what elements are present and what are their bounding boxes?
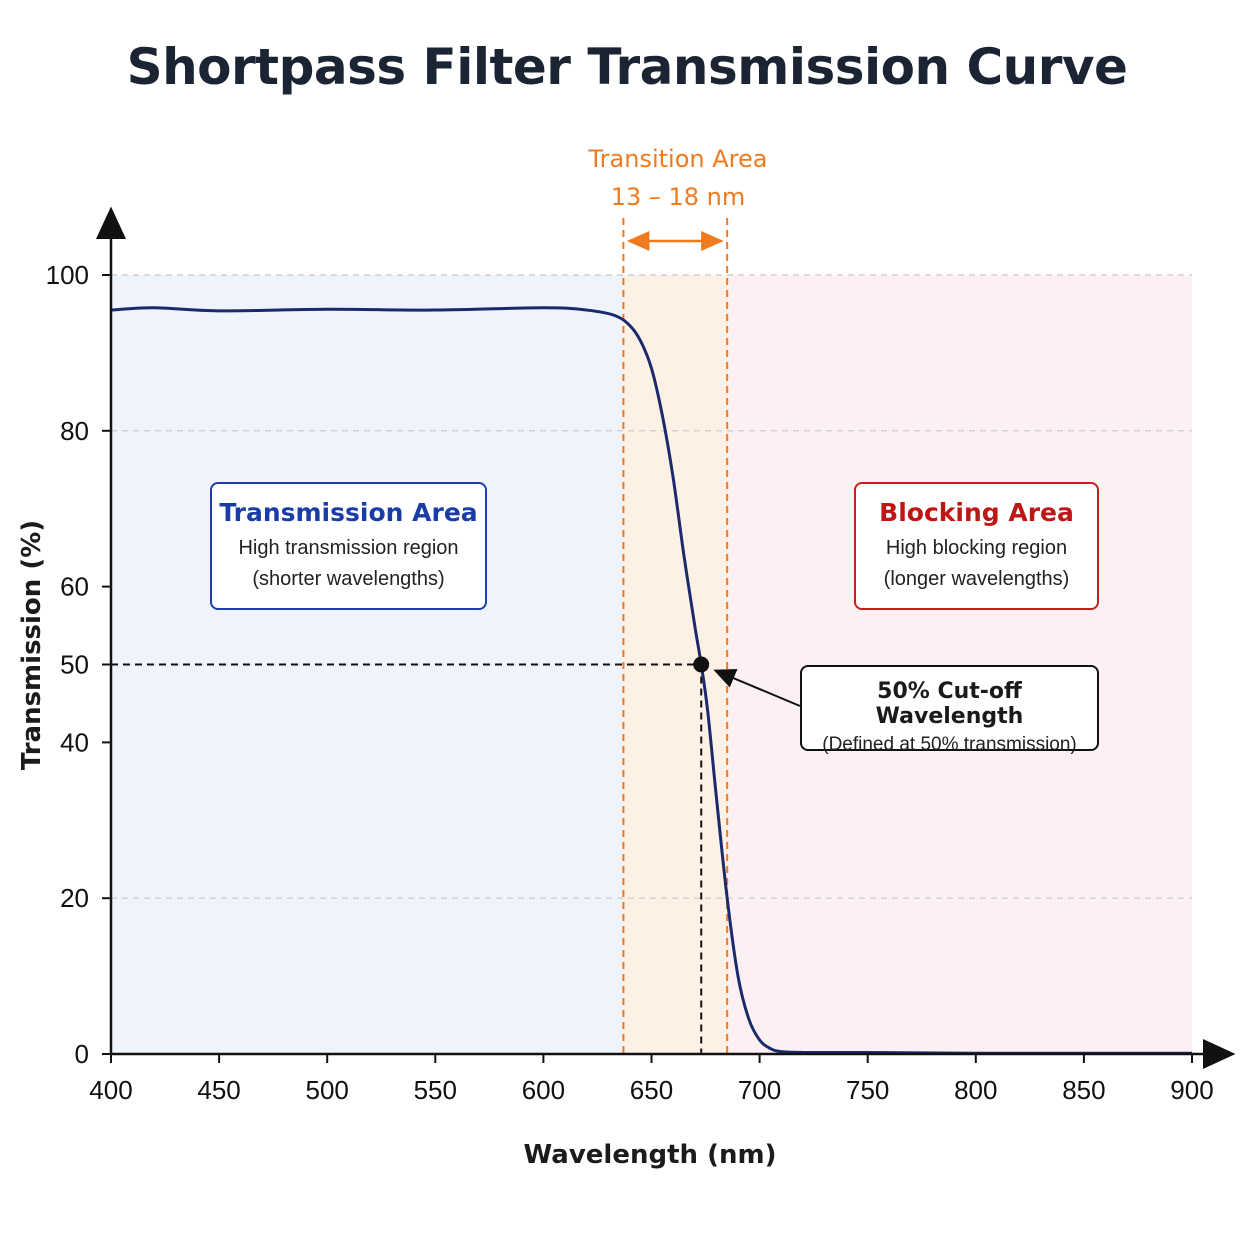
gridlines (111, 274, 1192, 899)
x-tick-label-650: 650 (630, 1075, 673, 1105)
x-tick-label-600: 600 (522, 1075, 565, 1105)
y-tick-label-60: 60 (60, 572, 89, 602)
guide-lines (111, 218, 729, 1054)
y-tick-label-0: 0 (75, 1039, 89, 1069)
cutoff-description: (Defined at 50% transmission) (822, 734, 1077, 755)
y-tick-label-20: 20 (60, 883, 89, 913)
x-tick-label-450: 450 (197, 1075, 240, 1105)
y-tick-label-80: 80 (60, 416, 89, 446)
blocking-area-line1: High blocking region (885, 537, 1068, 559)
transmission-area-line2: (shorter wavelengths) (252, 568, 445, 590)
blocking-area-heading: Blocking Area (879, 498, 1074, 527)
y-tick-label-40: 40 (60, 727, 89, 757)
transmission-curve (110, 306, 1192, 1055)
transmission-area-box: Transmission Area High transmission regi… (210, 482, 487, 610)
x-tick-label-500: 500 (306, 1075, 349, 1105)
x-tick-label-400: 400 (89, 1075, 132, 1105)
chart-title: Shortpass Filter Transmission Curve (126, 38, 1128, 96)
x-tick-label-850: 850 (1062, 1075, 1105, 1105)
cutoff-annotation-arrow (713, 669, 801, 707)
blocking-region (727, 275, 1192, 1054)
x-tick-label-550: 550 (414, 1075, 457, 1105)
x-tick-label-700: 700 (738, 1075, 781, 1105)
blocking-area-box: Blocking Area High blocking region (long… (854, 482, 1099, 610)
tick-labels: 400 450 500 550 600 650 700 750 800 850 900 0 20 40 50… (46, 260, 1214, 1105)
annotations (713, 669, 801, 707)
x-tick-label-750: 750 (846, 1075, 889, 1105)
x-tick-label-900: 900 (1170, 1075, 1213, 1105)
x-tick-label-800: 800 (954, 1075, 997, 1105)
x-axis-title: Wavelength (nm) (524, 1140, 777, 1170)
y-tick-label-50: 50 (60, 650, 89, 680)
transition-area-width-label: 13 – 18 nm (611, 183, 746, 211)
cutoff-point-marker (693, 656, 710, 673)
blocking-area-line2: (longer wavelengths) (883, 568, 1070, 590)
y-tick-label-100: 100 (46, 260, 89, 290)
transmission-area-line1: High transmission region (238, 537, 459, 559)
transmission-curve-group (110, 306, 1192, 1055)
y-axis-title: Transmission (%) (17, 520, 47, 770)
axes (96, 206, 1236, 1069)
transmission-area-heading: Transmission Area (219, 498, 478, 527)
cutoff-wavelength-box: 50% Cut-off Wavelength (Defined at 50% t… (800, 665, 1099, 755)
transition-area-label: Transition Area (588, 145, 768, 173)
cutoff-heading: 50% Cut-off Wavelength (875, 679, 1024, 729)
